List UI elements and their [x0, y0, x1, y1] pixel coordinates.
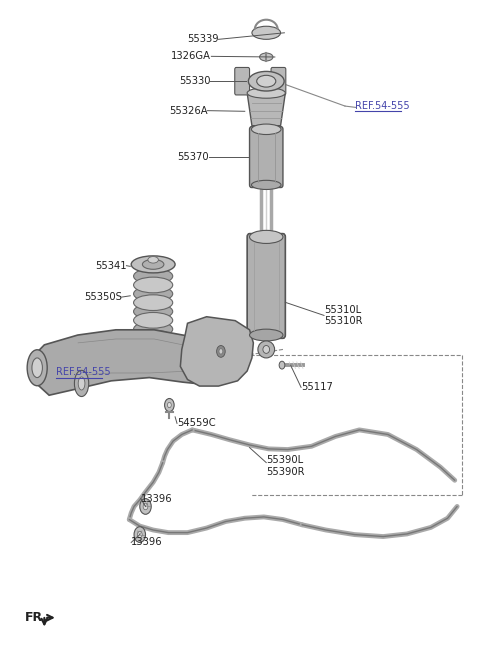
Ellipse shape: [27, 350, 47, 386]
Ellipse shape: [148, 256, 158, 263]
Ellipse shape: [250, 329, 283, 341]
Text: 13396: 13396: [141, 493, 172, 504]
Ellipse shape: [131, 256, 175, 273]
Text: REF.54-555: REF.54-555: [356, 101, 410, 111]
Ellipse shape: [143, 260, 164, 269]
Ellipse shape: [133, 348, 173, 363]
Ellipse shape: [279, 361, 285, 369]
Text: 55350S: 55350S: [84, 292, 121, 302]
Ellipse shape: [140, 499, 151, 514]
Ellipse shape: [250, 231, 283, 244]
Text: 55330: 55330: [179, 76, 210, 86]
Ellipse shape: [168, 403, 171, 407]
Polygon shape: [29, 330, 242, 396]
Ellipse shape: [133, 295, 173, 311]
Ellipse shape: [216, 346, 225, 357]
Ellipse shape: [32, 358, 42, 378]
FancyBboxPatch shape: [271, 68, 286, 95]
Polygon shape: [247, 93, 285, 125]
Ellipse shape: [137, 532, 142, 538]
Text: 1326GA: 1326GA: [171, 51, 211, 61]
Text: 13396: 13396: [131, 537, 163, 547]
Ellipse shape: [133, 330, 173, 346]
Ellipse shape: [257, 76, 276, 87]
Ellipse shape: [78, 377, 85, 390]
Ellipse shape: [260, 53, 273, 61]
Text: FR.: FR.: [25, 611, 48, 624]
Ellipse shape: [133, 357, 173, 373]
FancyBboxPatch shape: [235, 68, 250, 95]
Text: 55341: 55341: [95, 261, 126, 271]
Ellipse shape: [143, 503, 148, 510]
Ellipse shape: [134, 527, 145, 543]
Text: REF.54-555: REF.54-555: [56, 367, 111, 377]
Ellipse shape: [133, 268, 173, 284]
FancyBboxPatch shape: [250, 127, 283, 187]
Ellipse shape: [133, 339, 173, 355]
Text: 55117: 55117: [301, 382, 333, 392]
Text: 55339: 55339: [187, 34, 218, 44]
Ellipse shape: [219, 349, 223, 354]
Ellipse shape: [252, 124, 281, 135]
Ellipse shape: [133, 313, 173, 328]
Text: 55310L
55310R: 55310L 55310R: [324, 305, 362, 327]
Ellipse shape: [248, 72, 284, 91]
Ellipse shape: [74, 371, 89, 397]
Ellipse shape: [252, 26, 281, 39]
Ellipse shape: [165, 399, 174, 411]
Ellipse shape: [252, 180, 281, 189]
Text: 54559C: 54559C: [177, 419, 216, 428]
Ellipse shape: [263, 346, 270, 353]
Ellipse shape: [133, 321, 173, 337]
Ellipse shape: [133, 304, 173, 319]
Ellipse shape: [247, 88, 285, 98]
FancyBboxPatch shape: [247, 234, 285, 338]
Text: 55370: 55370: [177, 152, 209, 162]
Polygon shape: [180, 317, 253, 386]
Ellipse shape: [258, 341, 275, 358]
Ellipse shape: [133, 277, 173, 293]
Text: 55326A: 55326A: [169, 106, 207, 116]
Text: 55390L
55390R: 55390L 55390R: [266, 455, 305, 477]
Ellipse shape: [133, 286, 173, 302]
